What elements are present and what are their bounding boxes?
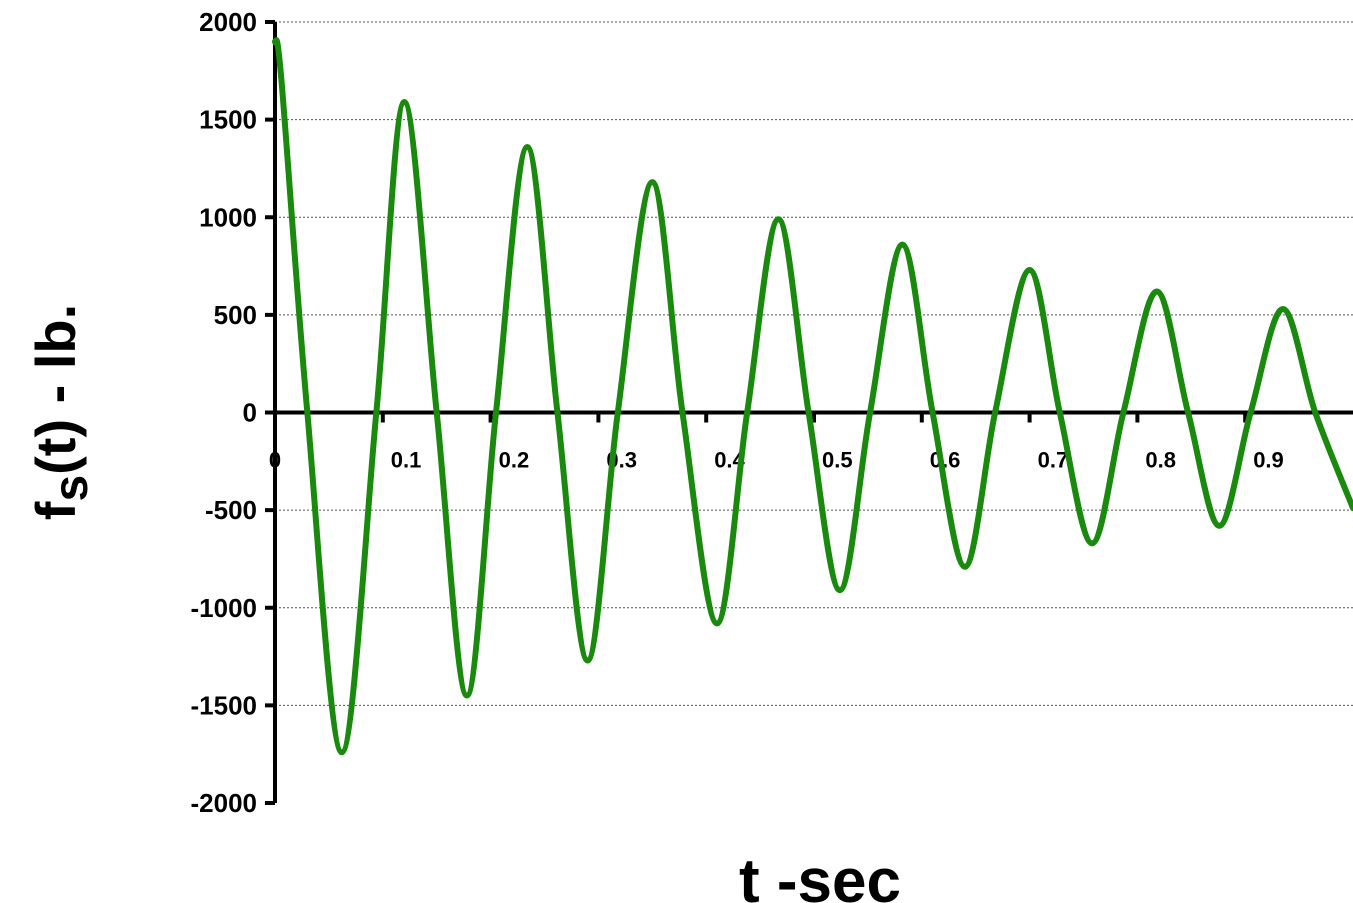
y-tick-label-7: -1500: [191, 690, 258, 720]
y-axis-title-subscript: s: [45, 475, 98, 502]
y-tick-label-3: 500: [214, 300, 257, 330]
y-tick-label-5: -500: [205, 495, 257, 525]
y-axis-title-rest: (t) - lb.: [24, 304, 87, 475]
x-axis-title: t -sec: [739, 847, 901, 903]
x-tick-label-0: 0: [269, 448, 281, 473]
x-tick-label-5: 0.5: [822, 448, 853, 473]
y-tick-label-6: -1000: [191, 593, 258, 623]
series-layer: [272, 37, 1353, 756]
y-axis-title-main: f: [24, 501, 87, 520]
x-tick-label-7: 0.7: [1038, 448, 1069, 473]
y-tick-label-2: 1000: [199, 202, 257, 232]
y-tick-label-0: 2000: [199, 7, 257, 37]
y-tick-label-1: 1500: [199, 105, 257, 135]
x-tick-label-8: 0.8: [1145, 448, 1176, 473]
y-axis-title-group: fs(t) - lb.: [24, 304, 98, 520]
y-axis-title: fs(t) - lb.: [24, 304, 98, 520]
y-tick-label-4: 0: [243, 398, 257, 428]
x-tick-label-2: 0.2: [499, 448, 530, 473]
gridlines: [275, 21, 1353, 706]
axes: [265, 20, 1353, 805]
x-tick-label-9: 0.9: [1253, 448, 1284, 473]
series-line-0: [272, 37, 1353, 756]
x-tick-label-1: 0.1: [391, 448, 422, 473]
x-tick-label-6: 0.6: [930, 448, 961, 473]
y-tick-label-8: -2000: [191, 788, 258, 818]
